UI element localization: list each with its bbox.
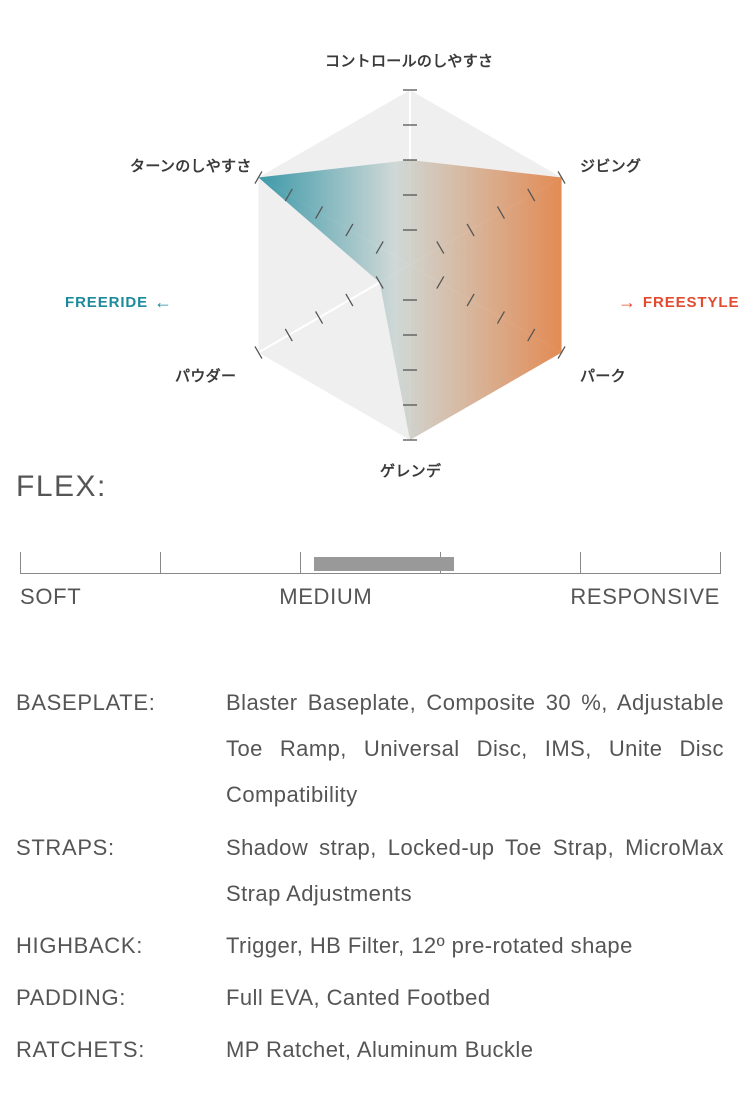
spec-value: MP Ratchet, Aluminum Buckle [226, 1027, 724, 1073]
radar-axis-label: コントロールのしやすさ [325, 50, 493, 71]
spec-row: RATCHETS:MP Ratchet, Aluminum Buckle [16, 1027, 724, 1073]
flex-label-responsive: RESPONSIVE [570, 584, 720, 610]
flex-tick [20, 552, 21, 574]
flex-baseline [20, 573, 720, 574]
flex-label-soft: SOFT [20, 584, 81, 610]
spec-key: RATCHETS: [16, 1027, 226, 1073]
spec-key: PADDING: [16, 975, 226, 1021]
freestyle-label: →FREESTYLE [618, 292, 739, 313]
arrow-right-icon: → [618, 292, 637, 313]
specs-table: BASEPLATE:Blaster Baseplate, Composite 3… [16, 680, 724, 1074]
flex-labels: SOFT MEDIUM RESPONSIVE [20, 584, 720, 610]
spec-key: HIGHBACK: [16, 923, 226, 969]
radar-svg [10, 20, 740, 490]
spec-value: Shadow strap, Locked-up Toe Strap, Micro… [226, 825, 724, 917]
flex-label-medium: MEDIUM [279, 584, 372, 610]
radar-axis-label: ジビング [580, 155, 641, 176]
radar-axis-label: パウダー [175, 365, 236, 386]
radar-chart: コントロールのしやすさジビングパークゲレンデパウダーターンのしやすさFREERI… [10, 20, 730, 470]
flex-tick [300, 552, 301, 574]
spec-key: STRAPS: [16, 825, 226, 871]
spec-row: BASEPLATE:Blaster Baseplate, Composite 3… [16, 680, 724, 819]
spec-row: HIGHBACK:Trigger, HB Filter, 12º pre-rot… [16, 923, 724, 969]
spec-row: PADDING:Full EVA, Canted Footbed [16, 975, 724, 1021]
spec-row: STRAPS:Shadow strap, Locked-up Toe Strap… [16, 825, 724, 917]
spec-value: Full EVA, Canted Footbed [226, 975, 724, 1021]
flex-tick [580, 552, 581, 574]
freeride-label: FREERIDE← [65, 292, 173, 313]
spec-key: BASEPLATE: [16, 680, 226, 726]
radar-axis-label: ターンのしやすさ [130, 155, 252, 176]
radar-axis-label: パーク [580, 365, 626, 386]
flex-indicator [314, 557, 454, 571]
radar-axis-label: ゲレンデ [380, 460, 441, 481]
spec-value: Trigger, HB Filter, 12º pre-rotated shap… [226, 923, 724, 969]
flex-tick [720, 552, 721, 574]
flex-tick [160, 552, 161, 574]
flex-scale [20, 534, 720, 574]
spec-value: Blaster Baseplate, Composite 30 %, Adjus… [226, 680, 724, 819]
arrow-left-icon: ← [154, 292, 173, 313]
